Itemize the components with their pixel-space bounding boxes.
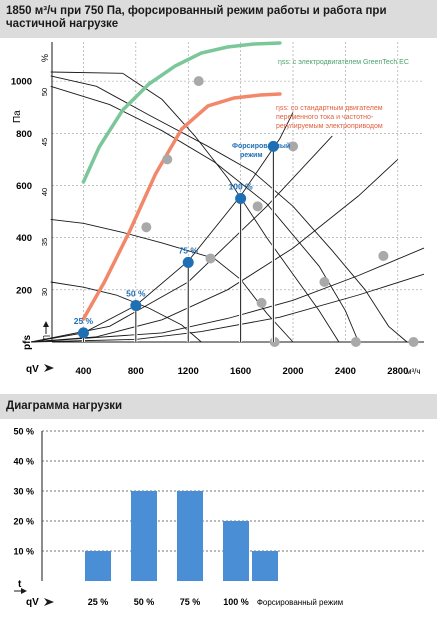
- bar-ticks: 10 % 20 % 30 % 40 % 50 % 25 % 50 % 75 % 100 % Фор…: [13, 427, 343, 608]
- fan-curve: [50, 85, 359, 343]
- operating-point-label: 50 %: [126, 288, 146, 298]
- operating-point: [267, 140, 279, 152]
- x-tick-label: 2000: [282, 366, 303, 377]
- load-bar: [85, 551, 111, 581]
- axis-ticks: 400 800 1200 1600 2000 2400 2800 200 400 600 800 10…: [11, 77, 409, 377]
- y2-unit-percent: %: [40, 54, 50, 62]
- chart-header: 1850 м³/ч при 750 Па, форсированный режи…: [0, 0, 437, 38]
- load-bar: [131, 491, 157, 581]
- system-curve: [30, 159, 399, 343]
- y2-tick-label: 35: [40, 238, 49, 246]
- bar-category-label: Форсированный режим: [257, 598, 343, 607]
- plot-background: [52, 42, 424, 342]
- bar-category-label: 50 %: [134, 597, 155, 607]
- ec-curve-label: ηss: с электродвигателем GreenTech EC: [278, 59, 409, 66]
- y-tick-label: 800: [16, 129, 32, 140]
- bar-y-tick-label: 30 %: [13, 487, 34, 497]
- fan-performance-chart: 25 % 50 % 75 % 100 % 400 800 1200 1600 2000 2400…: [11, 41, 425, 377]
- ac-curve-label-3: регулируемым электроприводом: [276, 123, 383, 130]
- bar-y-tick-label: 50 %: [13, 427, 34, 437]
- efficiency-curves: [81, 41, 282, 321]
- bar-x-axis-arrow: [44, 598, 54, 606]
- boost-label-2: режим: [240, 152, 263, 159]
- y-unit-pa: Па: [12, 110, 23, 123]
- y-tick-label: 1000: [11, 77, 32, 88]
- ec-efficiency-curve: [81, 41, 282, 184]
- y-axis-label: pfs: [22, 335, 33, 350]
- grid-lines: [51, 42, 424, 343]
- grey-point: [350, 337, 361, 347]
- x-tick-label: 800: [128, 366, 144, 377]
- grey-point: [252, 201, 263, 212]
- y2-tick-label: 45: [40, 138, 49, 146]
- grey-point: [319, 277, 330, 287]
- operating-point: [235, 193, 247, 205]
- operating-point: [182, 256, 194, 268]
- x-tick-label: 2400: [335, 366, 356, 377]
- chart-title-line2: частичной нагрузке: [6, 18, 119, 30]
- bar-category-label: 75 %: [180, 597, 201, 607]
- load-chart-header: Диаграмма нагрузки: [0, 394, 437, 419]
- y-tick-label: 200: [16, 285, 32, 296]
- bar-category-label: 100 %: [223, 597, 249, 607]
- bar-y-axis-label: t: [18, 579, 22, 590]
- boost-label-1: Форсированный: [232, 142, 290, 150]
- load-bar: [223, 521, 249, 581]
- bar-y-tick-label: 20 %: [13, 517, 34, 527]
- operating-point-label: 75 %: [179, 245, 199, 255]
- y-tick-label: 600: [16, 181, 32, 192]
- chart-title-line1: 1850 м³/ч при 750 Па, форсированный режи…: [6, 5, 387, 17]
- y2-tick-label: 40: [40, 188, 49, 196]
- x-tick-label: 400: [76, 366, 92, 377]
- grey-point: [162, 154, 173, 165]
- grey-point: [205, 253, 216, 264]
- grey-point: [141, 222, 152, 233]
- load-bar: [177, 491, 203, 581]
- x-tick-label: 2800: [387, 366, 408, 377]
- y2-axis-label: η: [40, 335, 50, 340]
- x-tick-label: 1200: [178, 366, 199, 377]
- bars: [85, 491, 278, 581]
- bar-x-axis-label: qV: [26, 597, 39, 608]
- grey-points: [141, 76, 419, 347]
- ac-curve-label-2: переменного тока и частотно-: [276, 114, 374, 121]
- y2-tick-label: 50: [40, 88, 49, 96]
- x-axis-arrow: [44, 364, 54, 372]
- operating-points: 25 % 50 % 75 % 100 %: [74, 140, 279, 342]
- grey-point: [193, 76, 204, 87]
- grey-point: [378, 250, 389, 261]
- operating-point-label: 25 %: [74, 316, 94, 326]
- y-tick-label: 400: [16, 233, 32, 244]
- system-curve: [30, 247, 425, 343]
- grey-point: [288, 141, 299, 152]
- y2-tick-label: 30: [40, 288, 49, 296]
- ac-curve-label-1: ηss: со стандартным двигателем: [276, 105, 383, 112]
- grey-point: [408, 337, 419, 347]
- operating-point: [77, 327, 89, 339]
- ac-efficiency-curve: [81, 92, 282, 321]
- load-bar: [252, 551, 278, 581]
- x-unit: м³/ч: [406, 367, 421, 376]
- operating-point: [130, 299, 142, 311]
- grey-point: [256, 297, 267, 308]
- load-chart-title: Диаграмма нагрузки: [6, 400, 123, 412]
- bar-category-label: 25 %: [88, 597, 109, 607]
- y-axis-label-text: pfs: [22, 335, 33, 350]
- operating-point-label: 100 %: [229, 182, 254, 192]
- bar-y-tick-label: 10 %: [13, 547, 34, 557]
- load-bar-chart: 10 % 20 % 30 % 40 % 50 % 25 % 50 % 75 % 100 % Фор…: [13, 427, 424, 608]
- bar-y-tick-label: 40 %: [13, 457, 34, 467]
- x-tick-label: 1600: [230, 366, 251, 377]
- x-axis-label: qV: [26, 364, 39, 375]
- fan-curve: [50, 71, 340, 343]
